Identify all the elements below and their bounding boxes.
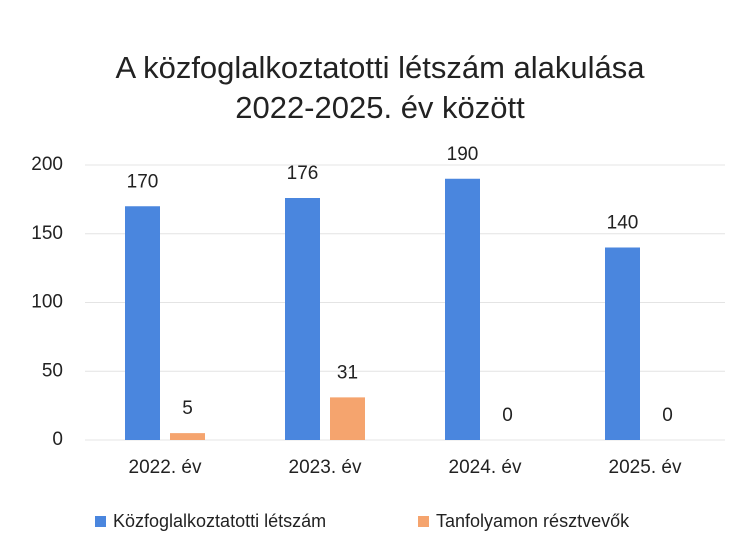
data-label: 190 (447, 144, 479, 165)
x-tick-label: 2023. év (289, 457, 362, 478)
y-tick-label: 0 (52, 429, 63, 450)
data-label: 140 (607, 213, 639, 234)
legend-label: Tanfolyamon résztvevők (436, 511, 630, 531)
y-tick-label: 150 (31, 223, 63, 244)
bar (285, 198, 320, 440)
bar (605, 247, 640, 440)
bar (330, 397, 365, 440)
x-tick-label: 2025. év (609, 457, 682, 478)
legend-label: Közfoglalkoztatotti létszám (113, 511, 326, 531)
data-label: 0 (502, 405, 513, 426)
y-tick-label: 200 (31, 154, 63, 175)
y-tick-label: 50 (42, 360, 63, 381)
x-tick-label: 2024. év (449, 457, 522, 478)
data-label: 31 (337, 362, 358, 383)
y-tick-label: 100 (31, 292, 63, 313)
data-label: 170 (127, 171, 159, 192)
bar (125, 206, 160, 440)
legend-swatch (418, 516, 429, 527)
x-tick-label: 2022. év (129, 457, 202, 478)
data-label: 5 (182, 398, 193, 419)
bar (445, 178, 480, 440)
chart-title: 2022-2025. év között (235, 90, 525, 125)
bar (170, 433, 205, 440)
data-label: 176 (287, 163, 319, 184)
data-label: 0 (662, 405, 673, 426)
legend-swatch (95, 516, 106, 527)
chart-title: A közfoglalkoztatotti létszám alakulása (116, 50, 646, 85)
